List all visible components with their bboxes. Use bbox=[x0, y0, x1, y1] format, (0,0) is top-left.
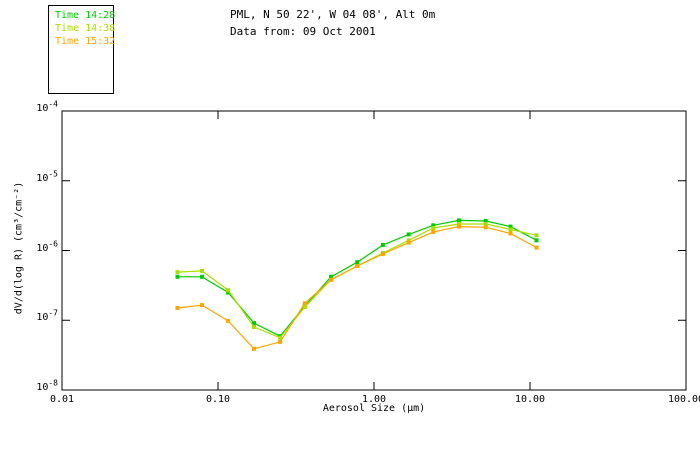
x-tick-label: 10.00 bbox=[514, 394, 546, 405]
data-point-marker bbox=[355, 264, 360, 268]
series-line-1438 bbox=[177, 223, 537, 339]
data-point-marker bbox=[175, 306, 180, 310]
data-point-marker bbox=[406, 238, 411, 243]
series-line-1532 bbox=[177, 225, 537, 350]
x-tick-label: 0.01 bbox=[49, 394, 75, 405]
data-point-marker bbox=[431, 229, 436, 234]
legend-item-time-1428: Time 14:28 bbox=[55, 10, 116, 21]
data-point-marker bbox=[483, 219, 488, 223]
data-series-group bbox=[175, 218, 539, 351]
data-point-marker bbox=[534, 245, 539, 250]
data-point-marker bbox=[483, 225, 488, 230]
data-point-marker bbox=[406, 232, 411, 237]
y-tick-label: 10-8 bbox=[36, 378, 58, 393]
y-tick-label: 10-4 bbox=[36, 99, 58, 114]
data-point-marker bbox=[508, 231, 513, 236]
data-point-marker bbox=[200, 274, 204, 279]
data-point-marker bbox=[431, 223, 436, 228]
data-point-marker bbox=[226, 318, 231, 323]
data-point-marker bbox=[456, 218, 461, 223]
data-point-marker bbox=[175, 274, 180, 279]
y-tick-label: 10-7 bbox=[36, 308, 58, 324]
data-point-marker bbox=[200, 268, 204, 273]
data-point-marker bbox=[355, 260, 360, 265]
data-point-marker bbox=[534, 233, 539, 238]
data-point-marker bbox=[456, 222, 461, 226]
data-point-marker bbox=[302, 301, 307, 306]
x-tick-label: 1.00 bbox=[361, 394, 387, 405]
data-point-marker bbox=[278, 339, 283, 344]
data-point-marker bbox=[278, 335, 283, 340]
data-point-marker bbox=[456, 224, 461, 229]
data-point-marker bbox=[508, 224, 513, 229]
data-point-marker bbox=[508, 227, 513, 232]
data-point-marker bbox=[226, 288, 231, 293]
y-tick-label: 10-5 bbox=[36, 169, 58, 184]
x-axis-title: Aerosol Size (µm) bbox=[322, 403, 426, 414]
data-date-subtitle: Data from: 09 Oct 2001 bbox=[230, 25, 376, 38]
data-point-marker bbox=[200, 303, 204, 308]
data-point-marker bbox=[252, 321, 256, 326]
data-point-marker bbox=[483, 222, 488, 226]
y-tick-label: 10-6 bbox=[36, 239, 58, 254]
legend-item-time-1438: Time 14:38 bbox=[55, 23, 116, 34]
x-tick-label: 0.10 bbox=[205, 394, 231, 405]
data-point-marker bbox=[175, 270, 180, 275]
series-line-1428 bbox=[177, 219, 537, 337]
plot-header: PML, N 50 22', W 04 08', Alt 0m Data fro… bbox=[230, 6, 435, 40]
data-point-marker bbox=[329, 277, 333, 282]
data-point-marker bbox=[431, 226, 436, 230]
data-point-marker bbox=[380, 252, 385, 256]
data-point-marker bbox=[329, 274, 333, 279]
data-point-marker bbox=[252, 325, 256, 329]
legend-item-time-1532: Time 15:32 bbox=[55, 36, 116, 47]
station-location-title: PML, N 50 22', W 04 08', Alt 0m bbox=[230, 8, 436, 21]
data-point-marker bbox=[302, 305, 307, 309]
legend: Time 14:28 Time 14:38 Time 15:32 bbox=[48, 5, 116, 94]
data-point-marker bbox=[226, 290, 231, 295]
y-axis-title: dV/d(log R) (cm³/cm⁻²) bbox=[13, 181, 25, 315]
data-point-marker bbox=[252, 346, 256, 351]
x-tick-label: 100.00 bbox=[667, 394, 700, 405]
data-point-marker bbox=[380, 243, 385, 247]
axis-ticks bbox=[61, 110, 687, 391]
data-point-marker bbox=[406, 240, 411, 245]
data-point-marker bbox=[534, 238, 539, 243]
